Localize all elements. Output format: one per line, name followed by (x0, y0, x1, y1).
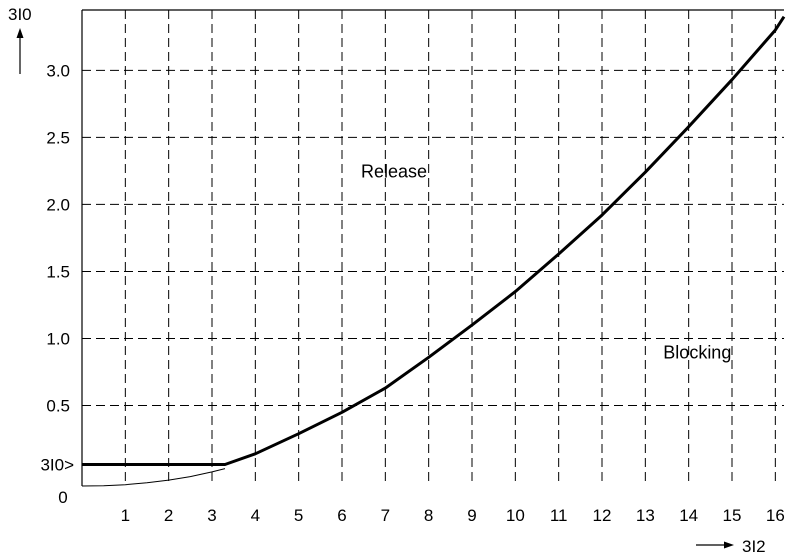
region-label-blocking: Blocking (663, 343, 731, 363)
x-tick-label: 6 (337, 506, 346, 525)
x-tick-label: 7 (381, 506, 390, 525)
x-tick-label: 10 (506, 506, 525, 525)
y-tick-label: 3.0 (46, 61, 70, 80)
y-axis-title: 3I0 (8, 5, 32, 24)
x-tick-label: 15 (723, 506, 742, 525)
x-tick-label: 12 (593, 506, 612, 525)
x-tick-label: 5 (294, 506, 303, 525)
threshold-label: 3I0> (40, 456, 74, 475)
x-axis-title: 3I2 (742, 537, 766, 556)
y-axis-arrow (16, 28, 24, 74)
x-axis-arrow (696, 541, 734, 549)
x-tick-label: 4 (251, 506, 260, 525)
characteristic-curve-continuation (81, 468, 226, 487)
x-tick-label: 14 (679, 506, 698, 525)
curves (81, 15, 786, 487)
labels: 1 2 3 4 5 6 7 8 9 10 11 12 13 14 15 160.51.01.52.02.53.… (40, 61, 784, 525)
y-tick-label: 2.5 (46, 128, 70, 147)
x-tick-label: 2 (164, 506, 173, 525)
y-tick-label: 1.5 (46, 262, 70, 281)
plot-frame (81, 9, 784, 486)
characteristic-curve (82, 15, 786, 466)
x-tick-label: 3 (207, 506, 216, 525)
x-tick-label: 16 (766, 506, 785, 525)
region-label-release: Release (361, 162, 427, 182)
y-tick-label: 0.5 (46, 397, 70, 416)
x-tick-label: 8 (424, 506, 433, 525)
x-tick-label: 1 (121, 506, 130, 525)
origin-label: 0 (58, 488, 67, 507)
x-tick-label: 13 (636, 506, 655, 525)
y-tick-label: 1.0 (46, 330, 70, 349)
grid (82, 10, 784, 486)
x-tick-label: 11 (550, 506, 568, 525)
y-tick-label: 2.0 (46, 195, 70, 214)
x-tick-label: 9 (467, 506, 476, 525)
